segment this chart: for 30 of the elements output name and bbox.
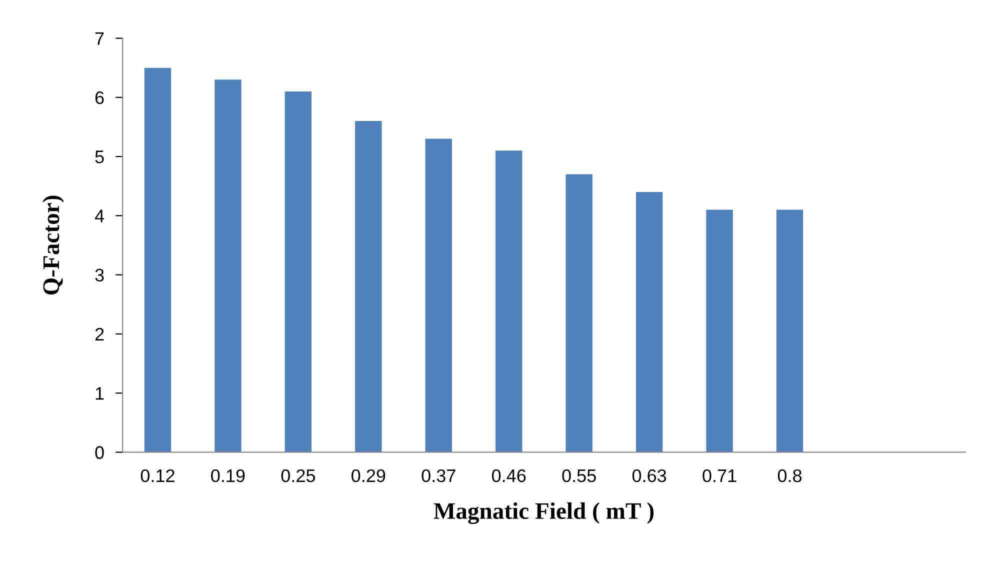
y-tick-label: 6 bbox=[95, 91, 104, 104]
bar bbox=[496, 150, 522, 452]
x-tick-label: 0.63 bbox=[632, 469, 666, 482]
x-tick-label: 0.29 bbox=[352, 469, 386, 482]
bar bbox=[425, 138, 452, 452]
bar bbox=[284, 91, 312, 452]
bar bbox=[214, 80, 242, 452]
x-tick-label: 0.8 bbox=[778, 469, 802, 482]
y-tick-label: 4 bbox=[94, 210, 104, 222]
x-tick-label: 0.71 bbox=[702, 469, 736, 482]
bar bbox=[706, 210, 733, 452]
x-tick-label: 0.37 bbox=[422, 469, 456, 482]
x-tick-label: 0.19 bbox=[211, 469, 245, 482]
y-tick-label: 7 bbox=[95, 32, 104, 45]
y-tick-label: 5 bbox=[95, 150, 104, 164]
bar bbox=[355, 121, 382, 452]
y-tick-label: 1 bbox=[96, 387, 104, 400]
y-tick-label: 2 bbox=[95, 328, 104, 340]
y-tick-label: 0 bbox=[95, 446, 104, 459]
bar bbox=[566, 174, 592, 452]
y-tick-label: 3 bbox=[95, 268, 104, 282]
y-axis-title: Q-Factor) bbox=[42, 196, 64, 295]
x-tick-label: 0.46 bbox=[492, 469, 526, 482]
x-axis-title: Magnatic Field ( mT ) bbox=[434, 502, 654, 524]
bar bbox=[636, 192, 663, 452]
x-tick-label: 0.25 bbox=[281, 469, 315, 482]
x-tick-label: 0.12 bbox=[140, 469, 174, 482]
x-tick-label: 0.55 bbox=[562, 469, 596, 482]
bar bbox=[144, 68, 172, 452]
bar bbox=[776, 210, 804, 452]
